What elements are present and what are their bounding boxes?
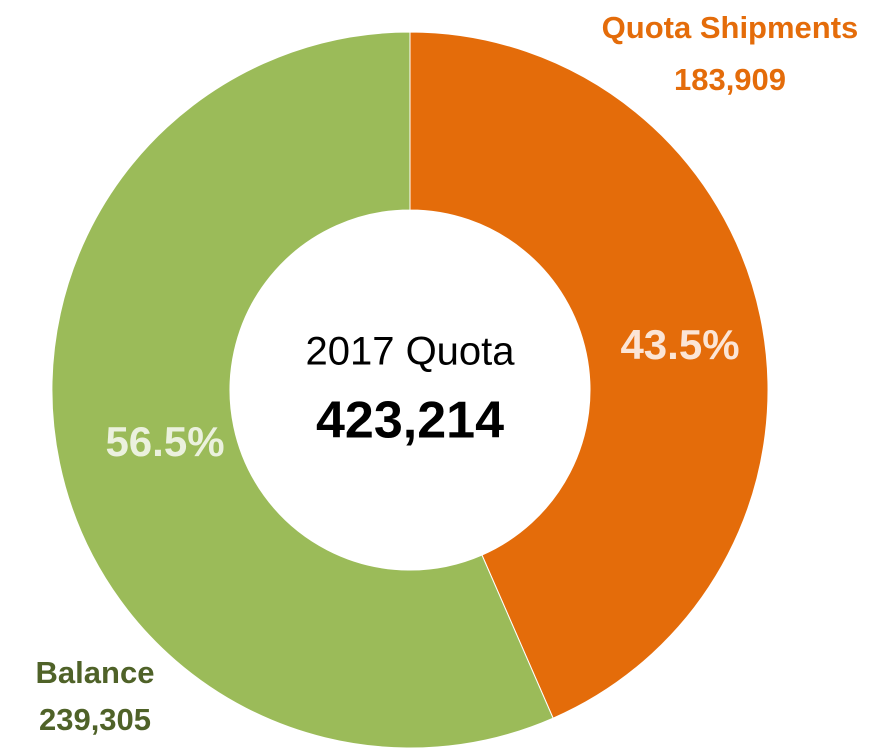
value-label: 183,909 xyxy=(674,62,786,97)
wedge xyxy=(51,31,554,748)
center-label: 2017 Quota xyxy=(305,330,515,374)
percent-label: 56.5% xyxy=(105,418,224,465)
category-label: Balance xyxy=(36,655,155,690)
center-total: 423,214 xyxy=(316,392,504,450)
wedges xyxy=(51,31,769,748)
percent-label: 43.5% xyxy=(620,321,739,368)
wedge xyxy=(409,31,769,719)
value-label: 239,305 xyxy=(39,702,151,737)
category-label: Quota Shipments xyxy=(602,10,859,45)
